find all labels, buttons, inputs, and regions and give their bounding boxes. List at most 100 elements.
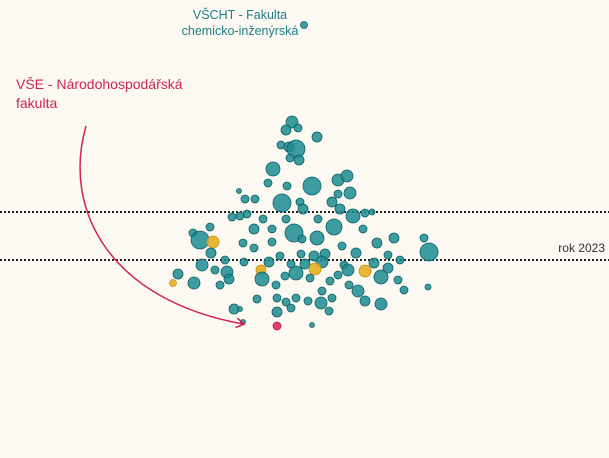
data-point-76[interactable] [341,263,355,277]
data-point-89[interactable] [215,280,225,290]
data-point-33[interactable] [281,214,291,224]
data-point-93[interactable] [424,283,432,291]
data-point-23[interactable] [326,196,338,208]
data-point-18[interactable] [333,189,343,199]
data-point-82[interactable] [223,273,235,285]
data-point-50[interactable] [206,235,220,249]
data-point-102[interactable] [359,295,371,307]
data-point-12[interactable] [340,169,354,183]
data-point-112[interactable] [272,321,282,331]
data-point-62[interactable] [239,257,249,267]
data-point-49[interactable] [419,233,429,243]
data-point-29[interactable] [360,208,370,218]
data-point-43[interactable] [297,234,307,244]
data-point-104[interactable] [374,297,388,311]
data-point-109[interactable] [286,303,296,313]
data-point-15[interactable] [282,181,292,191]
data-point-69[interactable] [368,257,380,269]
data-point-91[interactable] [344,280,354,290]
data-point-0[interactable] [300,21,308,29]
data-point-85[interactable] [325,276,335,286]
data-point-80[interactable] [280,271,290,281]
data-point-96[interactable] [317,286,327,296]
data-point-84[interactable] [305,273,315,283]
data-point-32[interactable] [258,214,268,224]
data-point-59[interactable] [419,242,439,262]
data-point-77[interactable] [358,264,372,278]
data-point-58[interactable] [350,247,362,259]
data-point-47[interactable] [371,237,383,249]
data-point-87[interactable] [393,275,403,285]
data-point-25[interactable] [334,203,346,215]
data-point-28[interactable] [235,211,245,221]
data-point-61[interactable] [220,255,230,265]
data-point-64[interactable] [195,258,209,272]
data-point-44[interactable] [190,230,210,250]
data-point-66[interactable] [299,258,311,270]
data-point-71[interactable] [210,265,220,275]
data-point-53[interactable] [205,247,217,259]
data-point-86[interactable] [373,269,389,285]
data-point-92[interactable] [169,279,177,287]
data-point-79[interactable] [172,268,184,280]
data-point-40[interactable] [358,224,368,234]
data-point-110[interactable] [324,306,334,316]
data-point-98[interactable] [252,294,262,304]
data-point-31[interactable] [345,208,361,224]
data-point-45[interactable] [238,238,248,248]
data-point-2[interactable] [293,123,303,133]
data-point-38[interactable] [267,224,277,234]
data-point-16[interactable] [236,188,242,194]
data-point-51[interactable] [249,243,259,253]
data-point-21[interactable] [272,193,292,213]
data-point-90[interactable] [271,280,281,290]
data-point-107[interactable] [237,306,243,312]
data-point-48[interactable] [388,232,400,244]
data-point-70[interactable] [395,255,405,265]
data-point-94[interactable] [351,284,365,298]
data-point-13[interactable] [302,176,322,196]
data-point-78[interactable] [382,262,394,274]
data-point-8[interactable] [293,154,305,166]
data-point-83[interactable] [254,271,270,287]
data-point-88[interactable] [187,276,201,290]
data-point-17[interactable] [343,186,357,200]
data-point-100[interactable] [281,297,291,307]
data-point-60[interactable] [383,250,393,260]
data-point-101[interactable] [303,296,313,306]
data-point-74[interactable] [288,265,304,281]
data-point-99[interactable] [291,293,301,303]
data-point-54[interactable] [275,251,285,261]
data-point-56[interactable] [308,250,320,262]
data-point-39[interactable] [325,218,343,236]
data-point-42[interactable] [309,230,325,246]
data-point-3[interactable] [280,124,292,136]
data-point-63[interactable] [263,256,275,268]
data-point-10[interactable] [265,161,281,177]
data-point-111[interactable] [309,322,315,328]
data-point-37[interactable] [248,223,260,235]
data-point-95[interactable] [399,285,409,295]
data-point-97[interactable] [272,293,282,303]
data-point-20[interactable] [250,194,260,204]
data-point-103[interactable] [314,296,328,310]
data-point-27[interactable] [227,212,237,222]
data-point-4[interactable] [311,131,323,143]
data-point-55[interactable] [296,249,306,259]
data-point-46[interactable] [267,237,277,247]
data-point-108[interactable] [271,306,283,318]
data-point-9[interactable] [285,153,295,163]
data-point-19[interactable] [240,194,250,204]
data-point-36[interactable] [205,222,215,232]
annotation-vse: VŠE - Národohospodářská fakulta [16,76,183,111]
data-point-30[interactable] [368,208,376,216]
data-point-34[interactable] [313,214,323,224]
data-point-105[interactable] [327,293,337,303]
data-point-81[interactable] [333,270,343,280]
annotation-arrow [79,125,243,324]
data-point-24[interactable] [297,203,309,215]
data-point-14[interactable] [263,178,273,188]
data-point-52[interactable] [337,241,347,251]
data-point-75[interactable] [308,262,322,276]
